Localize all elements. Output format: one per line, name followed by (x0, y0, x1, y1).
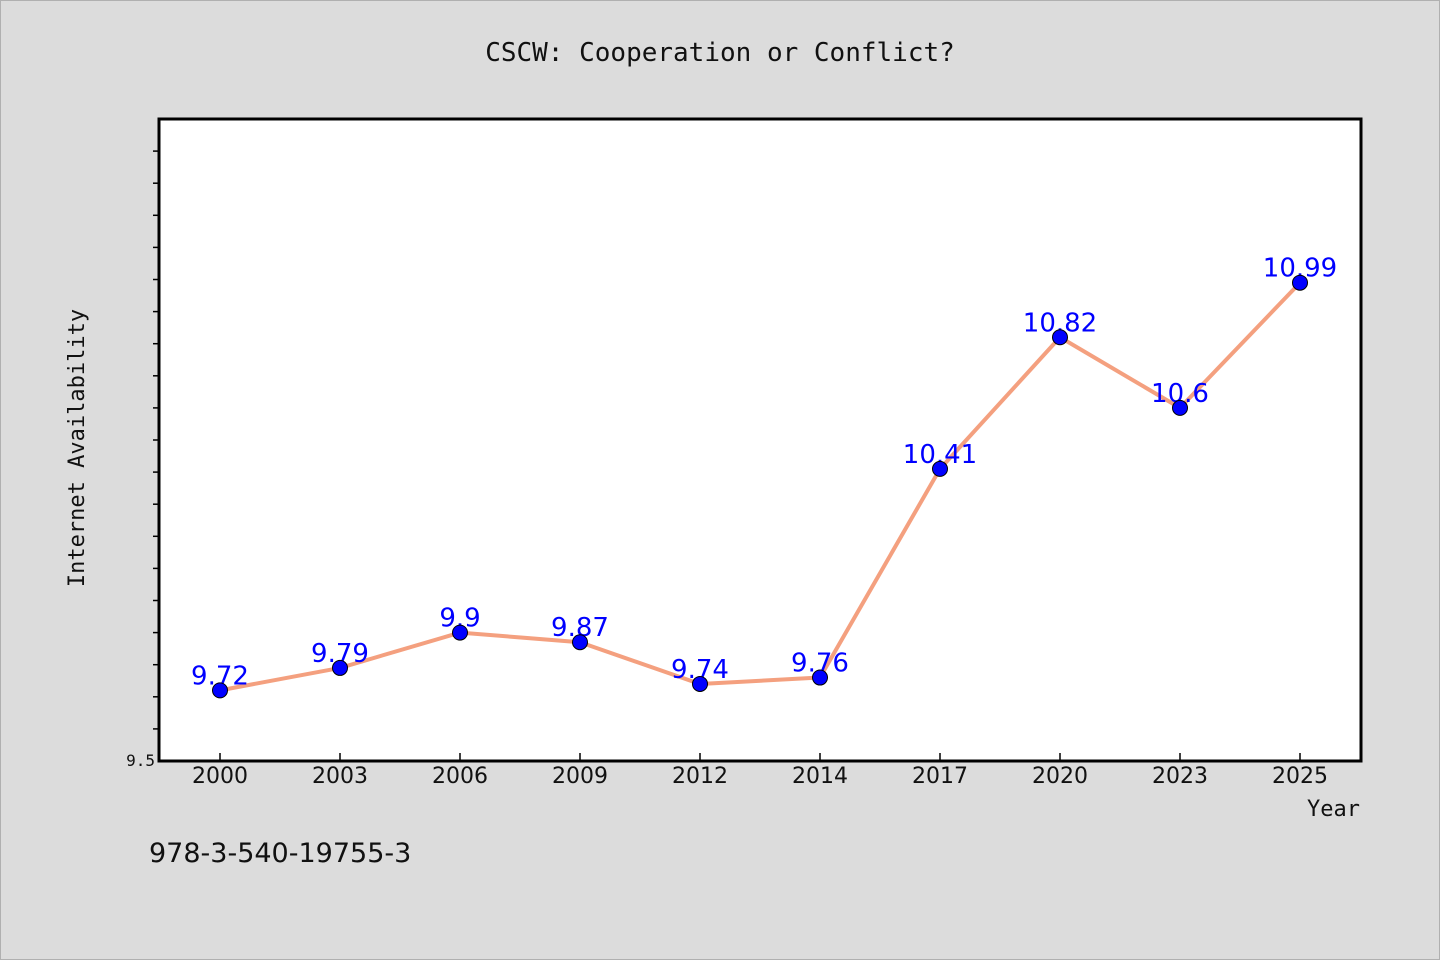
data-point (932, 460, 948, 477)
x-axis-label: Year (1307, 797, 1360, 822)
chart-title: CSCW: Cooperation or Conflict? (485, 38, 955, 68)
x-tick-label: 2006 (432, 764, 488, 789)
data-labels: 9.729.799.9 9.879.74 9.7610.4110.8210.610.… (191, 254, 1337, 692)
data-markers (212, 274, 1308, 699)
x-tick-label: 2017 (912, 764, 968, 789)
footer-isbn: 978-3-540-19755-3 (149, 838, 411, 869)
series-line (218, 280, 1302, 693)
y-axis-label: Internet Availability (65, 309, 90, 587)
x-tick-label: 2025 (1272, 764, 1328, 789)
y-minor-ticks (153, 150, 159, 730)
data-point (1172, 399, 1188, 416)
x-tick-label: 2023 (1152, 764, 1208, 789)
x-tick-label: 2012 (672, 764, 728, 789)
data-point (692, 675, 708, 692)
x-axis-ticks: 2000 2003 2006 2009 2012 2014 2017 2020 2023 2025 (192, 753, 1328, 789)
y-tick-label: 9.5 (126, 751, 155, 770)
data-point (812, 669, 828, 686)
x-tick-label: 2009 (552, 764, 608, 789)
plot-area (157, 117, 1363, 763)
data-point (212, 682, 228, 699)
data-point (1052, 329, 1068, 346)
data-point (1292, 274, 1308, 291)
x-tick-label: 2003 (312, 764, 368, 789)
x-tick-label: 2014 (792, 764, 848, 789)
series-line-group (218, 280, 1302, 693)
x-tick-label: 2000 (192, 764, 248, 789)
data-point (572, 634, 588, 651)
x-tick-label: 2020 (1032, 764, 1088, 789)
data-point (452, 624, 468, 641)
data-point (332, 659, 348, 676)
